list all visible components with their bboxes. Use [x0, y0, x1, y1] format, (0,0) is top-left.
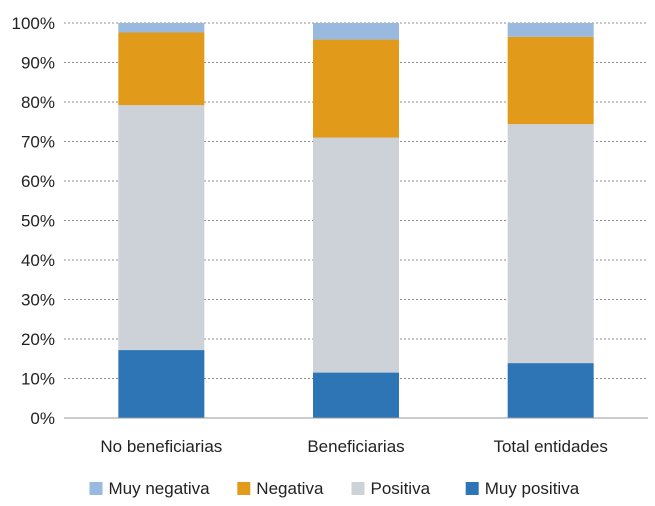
x-category-label: No beneficiarias [100, 437, 222, 456]
y-tick-label: 0% [30, 409, 55, 428]
category-labels: No beneficiarias Beneficiarias Total entid… [100, 437, 607, 456]
legend-label: Negativa [256, 479, 324, 498]
y-tick-label: 30% [21, 291, 55, 310]
x-category-label: Beneficiarias [307, 437, 404, 456]
y-tick-label: 40% [21, 251, 55, 270]
y-tick-label: 60% [21, 172, 55, 191]
y-tick-label: 90% [21, 54, 55, 73]
bar-segment [118, 350, 205, 418]
y-axis-ticks: 0% 10% 20% 30% 40% 50% 60% 70% 80% 90% 100% [12, 14, 55, 428]
legend-swatch [351, 482, 365, 495]
legend-swatch [89, 482, 103, 495]
legend-swatch [237, 482, 251, 495]
y-tick-label: 70% [21, 133, 55, 152]
bar-segment [507, 23, 594, 37]
legend-label: Muy negativa [109, 479, 211, 498]
legend-swatch [465, 482, 479, 495]
bar-segment [118, 105, 205, 351]
bar-segment [313, 39, 399, 138]
bars [118, 23, 594, 418]
legend-label: Muy positiva [485, 479, 580, 498]
bar-segment [313, 137, 399, 373]
bar-segment [507, 36, 594, 125]
y-tick-label: 50% [21, 212, 55, 231]
bar-segment [507, 124, 594, 364]
y-tick-label: 20% [21, 330, 55, 349]
bar-segment [118, 23, 205, 33]
y-tick-label: 10% [21, 370, 55, 389]
legend-label: Positiva [371, 479, 431, 498]
legend: Muy negativa Negativa Positiva Muy positiva [89, 479, 580, 498]
bar-segment [118, 32, 205, 106]
bar-segment [507, 363, 594, 418]
bar-segment [313, 372, 399, 418]
bar-segment [313, 23, 399, 40]
y-tick-label: 80% [21, 93, 55, 112]
y-tick-label: 100% [12, 14, 55, 33]
x-category-label: Total entidades [493, 437, 607, 456]
